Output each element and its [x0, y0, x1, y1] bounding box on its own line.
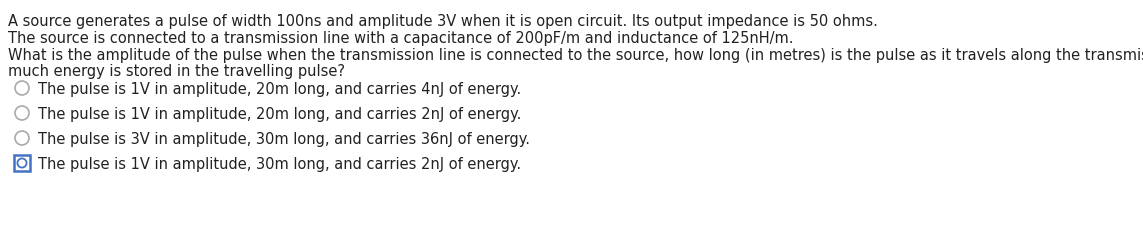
Text: The source is connected to a transmission line with a capacitance of 200pF/m and: The source is connected to a transmissio… [8, 31, 793, 46]
Text: The pulse is 1V in amplitude, 20m long, and carries 4nJ of energy.: The pulse is 1V in amplitude, 20m long, … [38, 82, 521, 97]
Text: The pulse is 1V in amplitude, 20m long, and carries 2nJ of energy.: The pulse is 1V in amplitude, 20m long, … [38, 107, 521, 122]
Text: A source generates a pulse of width 100ns and amplitude 3V when it is open circu: A source generates a pulse of width 100n… [8, 14, 878, 29]
Text: much energy is stored in the travelling pulse?: much energy is stored in the travelling … [8, 64, 345, 79]
Bar [14, 155, 30, 171]
Text: The pulse is 3V in amplitude, 30m long, and carries 36nJ of energy.: The pulse is 3V in amplitude, 30m long, … [38, 132, 530, 147]
Text: The pulse is 1V in amplitude, 30m long, and carries 2nJ of energy.: The pulse is 1V in amplitude, 30m long, … [38, 157, 521, 172]
Text: What is the amplitude of the pulse when the transmission line is connected to th: What is the amplitude of the pulse when … [8, 48, 1143, 63]
